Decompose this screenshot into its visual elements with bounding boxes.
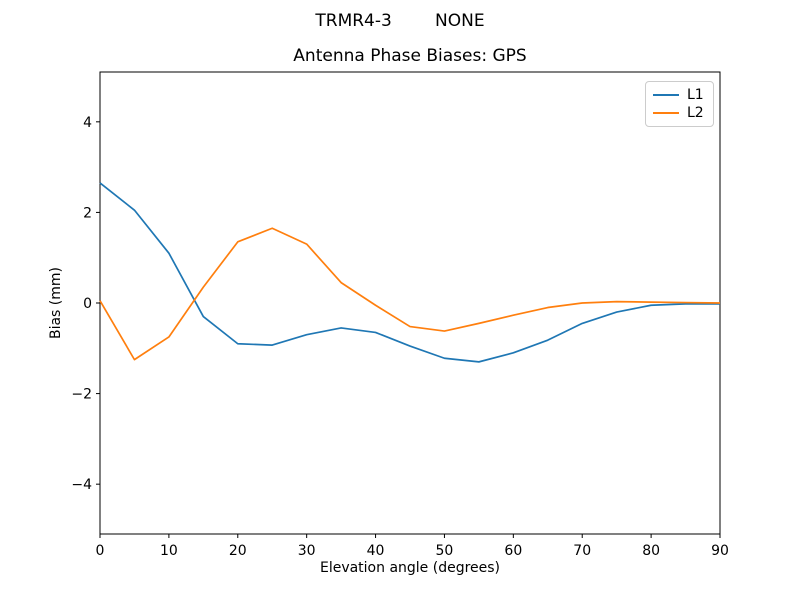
x-tick-label: 20	[229, 543, 247, 559]
x-tick-label: 0	[96, 543, 105, 559]
x-tick-label: 50	[436, 543, 454, 559]
legend: L1 L2	[645, 81, 714, 127]
series-line-l2	[99, 227, 721, 361]
figure-suptitle: TRMR4-3 NONE	[315, 11, 485, 31]
legend-label-l1: L1	[687, 87, 704, 103]
y-tick-label: 4	[83, 115, 92, 131]
y-tick-label: −4	[71, 477, 92, 493]
legend-item-l2: L2	[653, 106, 706, 120]
x-tick-label: 60	[504, 543, 522, 559]
x-axis-label: Elevation angle (degrees)	[319, 560, 501, 576]
legend-item-l1: L1	[653, 88, 706, 102]
l1-line-sample-icon	[653, 94, 679, 96]
x-tick-label: 30	[298, 543, 316, 559]
x-tick-label: 80	[642, 543, 660, 559]
series-line-l1	[99, 182, 720, 363]
l2-line-sample-icon	[653, 112, 679, 114]
x-tick-label: 10	[160, 543, 178, 559]
axes-title: Antenna Phase Biases: GPS	[293, 46, 527, 66]
x-tick-label: 40	[367, 543, 385, 559]
legend-label-l2: L2	[687, 105, 704, 121]
y-axis-label: Bias (mm)	[48, 266, 64, 340]
y-tick-label: 0	[83, 296, 92, 312]
x-tick-label: 90	[711, 543, 729, 559]
y-tick-label: 2	[83, 205, 92, 221]
y-tick-label: −2	[71, 387, 92, 403]
x-tick-label: 70	[573, 543, 591, 559]
